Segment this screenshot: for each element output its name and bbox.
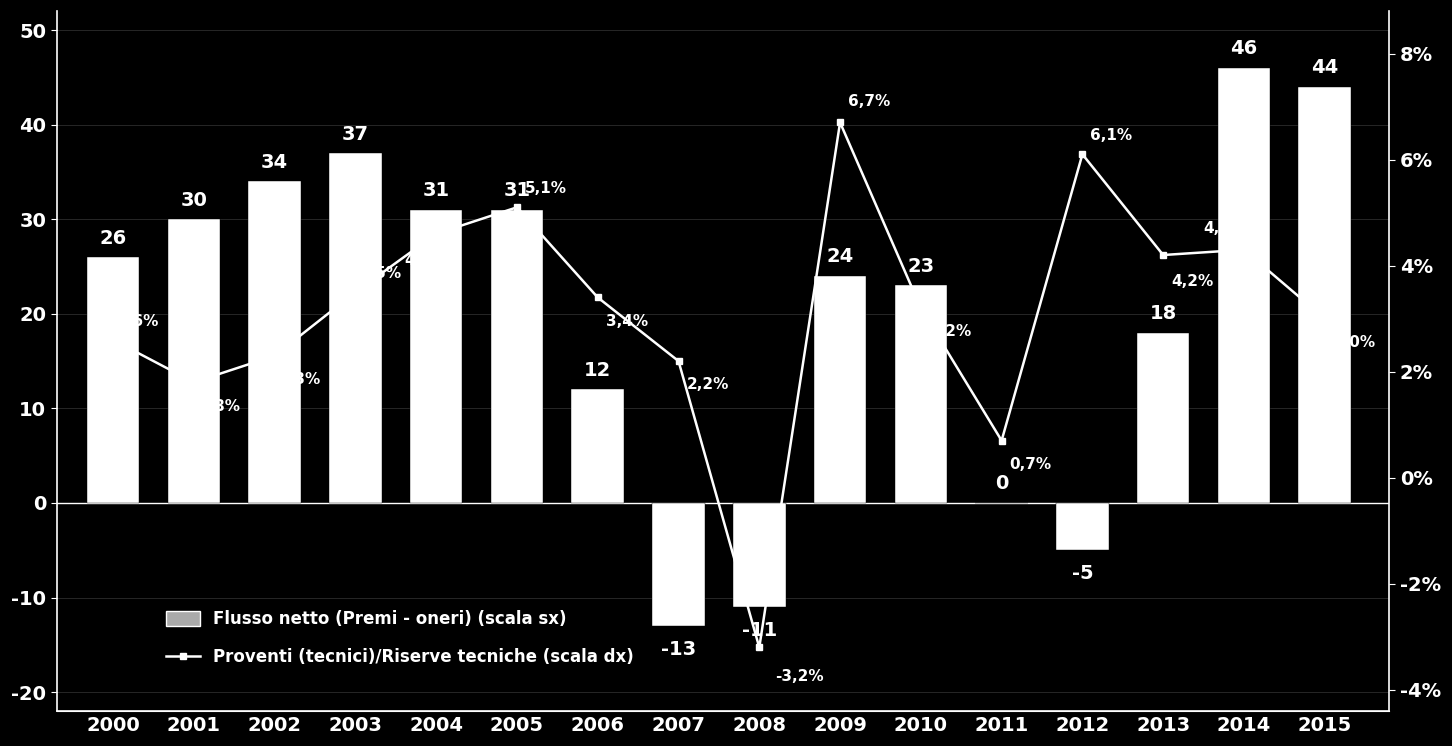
Text: 23: 23 (908, 257, 935, 276)
Bar (1298, 87, 1350, 503)
Text: 0,7%: 0,7% (1009, 457, 1051, 472)
Text: -3,2%: -3,2% (775, 669, 825, 684)
Text: 46: 46 (1230, 40, 1257, 58)
Text: -5: -5 (1072, 565, 1093, 583)
Bar (572, 389, 624, 503)
Text: 1,8%: 1,8% (197, 398, 240, 413)
Bar (894, 286, 947, 503)
Text: 44: 44 (1311, 58, 1339, 78)
Text: 26: 26 (99, 228, 126, 248)
Legend: Flusso netto (Premi - oneri) (scala sx), Proventi (tecnici)/Riserve tecniche (sc: Flusso netto (Premi - oneri) (scala sx),… (158, 602, 642, 674)
Bar (167, 219, 221, 503)
Text: 37: 37 (341, 125, 369, 143)
Text: 4,2%: 4,2% (1172, 274, 1214, 289)
Bar (733, 503, 786, 607)
Text: 2,3%: 2,3% (279, 372, 321, 387)
Text: 24: 24 (826, 248, 854, 266)
Bar (1056, 503, 1109, 551)
Text: 12: 12 (584, 361, 611, 380)
Text: 2,6%: 2,6% (118, 314, 160, 329)
Bar (1218, 68, 1270, 503)
Bar (1137, 333, 1189, 503)
Text: 2,2%: 2,2% (687, 377, 729, 392)
Text: 3,0%: 3,0% (1333, 335, 1375, 350)
Bar (813, 276, 867, 503)
Text: 6,1%: 6,1% (1090, 128, 1133, 143)
Text: 30: 30 (180, 191, 208, 210)
Text: 3,5%: 3,5% (360, 266, 402, 281)
Text: 34: 34 (261, 153, 287, 172)
Bar (330, 153, 382, 503)
Text: -11: -11 (742, 621, 777, 640)
Bar (87, 257, 139, 503)
Bar (491, 210, 543, 503)
Text: 31: 31 (423, 181, 450, 200)
Bar (409, 210, 462, 503)
Text: 18: 18 (1150, 304, 1176, 323)
Text: 6,7%: 6,7% (848, 94, 890, 109)
Text: 3,2%: 3,2% (929, 325, 971, 339)
Text: 4,6%: 4,6% (404, 253, 446, 268)
Bar (652, 503, 704, 626)
Text: 4,3%: 4,3% (1204, 221, 1246, 236)
Text: 3,4%: 3,4% (605, 314, 648, 329)
Text: 5,1%: 5,1% (526, 181, 568, 196)
Text: -13: -13 (661, 640, 696, 659)
Bar (248, 181, 301, 503)
Text: 31: 31 (504, 181, 530, 200)
Text: 0: 0 (995, 474, 1008, 494)
